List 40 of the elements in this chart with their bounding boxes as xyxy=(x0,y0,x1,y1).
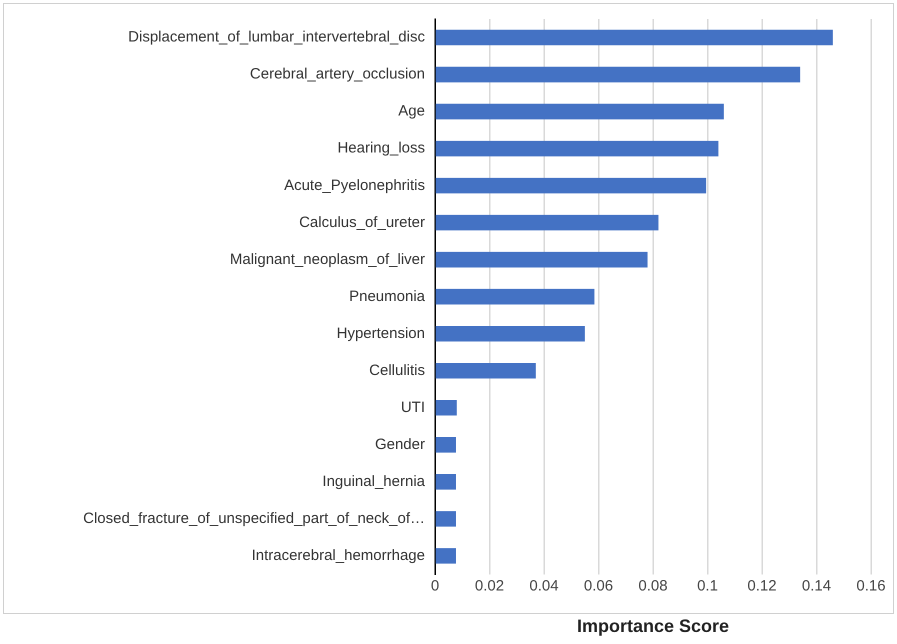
x-tick-label: 0.14 xyxy=(802,578,832,595)
bar xyxy=(436,104,724,120)
bar xyxy=(436,437,456,453)
x-axis-title: Importance Score xyxy=(576,616,730,636)
y-tick-label: UTI xyxy=(400,398,425,416)
bar xyxy=(436,214,658,230)
y-tick-label: Malignant_neoplasm_of_liver xyxy=(230,250,425,268)
x-tick-label: 0.02 xyxy=(474,578,504,595)
bar xyxy=(436,400,457,416)
x-tick-label: 0.1 xyxy=(697,578,718,595)
bar xyxy=(436,140,718,156)
bar xyxy=(436,288,594,304)
bar xyxy=(436,362,536,379)
bar xyxy=(436,511,456,527)
y-tick-label: Hypertension xyxy=(336,324,425,342)
bar xyxy=(436,474,456,490)
bar xyxy=(436,178,706,194)
bar xyxy=(436,252,648,268)
y-tick-label: Inguinal_hernia xyxy=(322,472,426,490)
x-tick-label: 0.06 xyxy=(584,578,614,595)
x-tick-label: 0.08 xyxy=(638,578,668,595)
y-tick-label: Calculus_of_ureter xyxy=(299,214,425,231)
y-tick-label: Closed_fracture_of_unspecified_part_of_neck_of… xyxy=(83,510,425,527)
x-tick-label: 0.04 xyxy=(529,578,559,595)
y-tick-label: Age xyxy=(398,102,425,120)
bar xyxy=(436,30,833,46)
bar xyxy=(436,66,800,82)
x-tick-label: 0.16 xyxy=(856,578,886,595)
y-tick-label: Pneumonia xyxy=(349,288,426,305)
y-tick-label: Acute_Pyelonephritis xyxy=(284,176,425,194)
y-tick-label: Intracerebral_hemorrhage xyxy=(252,547,425,564)
y-tick-label: Gender xyxy=(374,436,425,453)
bar xyxy=(436,326,585,342)
x-tick-label: 0.12 xyxy=(747,578,777,595)
bar xyxy=(436,548,456,564)
y-tick-label: Cellulitis xyxy=(369,362,425,379)
y-tick-label: Displacement_of_lumbar_intervertebral_disc xyxy=(128,28,426,46)
y-tick-label: Cerebral_artery_occlusion xyxy=(250,66,425,83)
y-tick-label: Hearing_loss xyxy=(337,140,425,157)
x-tick-label: 0 xyxy=(430,578,440,595)
